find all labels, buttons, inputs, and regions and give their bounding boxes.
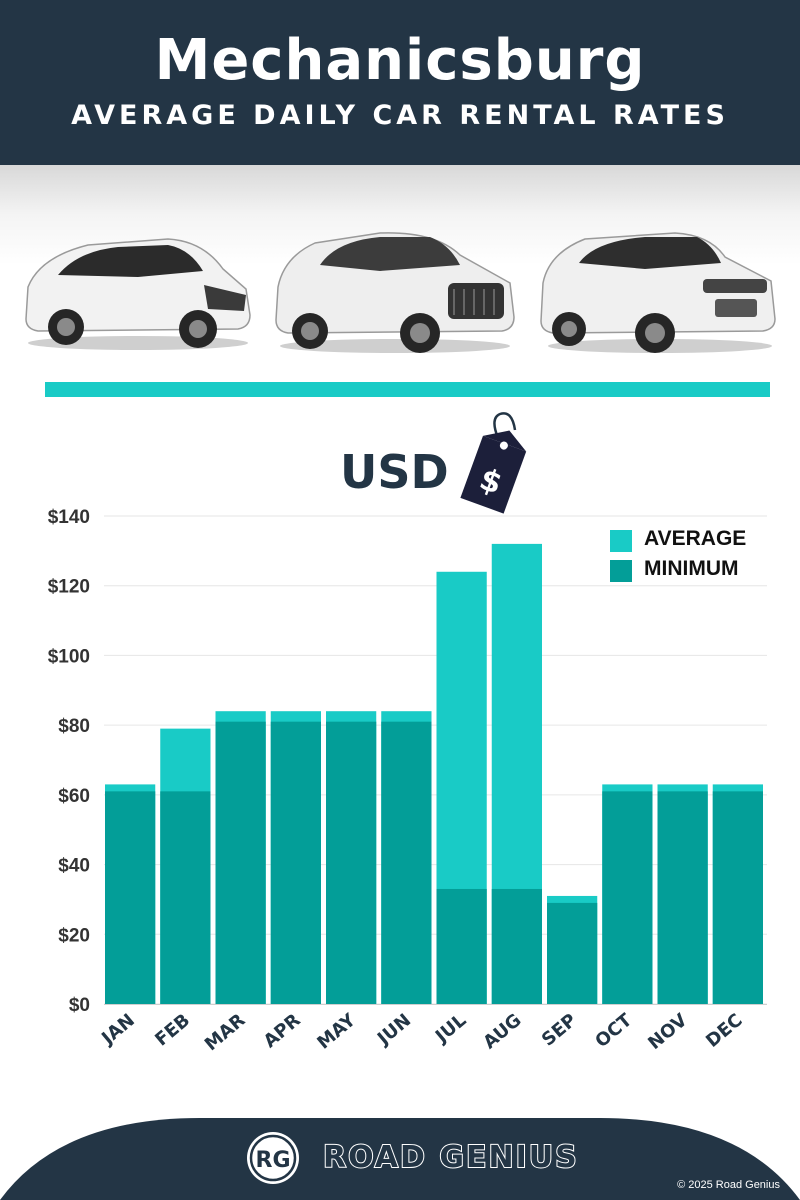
bar-minimum [436, 888, 487, 1004]
bar-minimum [712, 791, 763, 1004]
y-axis: $0 $20 $40 $60 $80 $100 $120 $140 [48, 507, 90, 1016]
legend-swatch-minimum [610, 560, 632, 582]
y-tick-label: $80 [58, 716, 90, 737]
bar-minimum [326, 721, 377, 1004]
currency-label: USD $ [340, 408, 540, 523]
x-tick-label: MAY [313, 1009, 360, 1053]
x-tick-label: JUL [430, 1010, 470, 1048]
luxury-suv-car-image [540, 232, 776, 353]
y-tick-label: $20 [58, 925, 90, 946]
y-tick-label: $100 [48, 646, 90, 667]
x-tick-label: SEP [538, 1010, 581, 1051]
bar-minimum [215, 721, 266, 1004]
suv-car-image [275, 232, 515, 353]
legend-label-minimum: MINIMUM [644, 557, 739, 580]
hatchback-car-image [25, 238, 251, 350]
bar-minimum [602, 791, 653, 1004]
x-tick-label: FEB [151, 1010, 194, 1051]
car-images-band [0, 165, 800, 365]
currency-text: USD [340, 445, 449, 499]
header-banner: Mechanicsburg AVERAGE DAILY CAR RENTAL R… [0, 0, 800, 165]
bar-minimum [657, 791, 708, 1004]
x-tick-label: JUN [372, 1010, 415, 1051]
y-tick-label: $0 [69, 995, 90, 1016]
bar-minimum [105, 791, 156, 1004]
x-tick-label: DEC [702, 1010, 746, 1052]
x-tick-label: OCT [591, 1009, 636, 1052]
x-tick-label: MAR [201, 1010, 250, 1056]
y-tick-label: $60 [58, 786, 90, 807]
bars [105, 543, 763, 1004]
accent-divider [45, 382, 770, 397]
price-tag-icon: $ [460, 412, 527, 514]
logo-initials: RG [256, 1148, 291, 1173]
bar-minimum [491, 888, 542, 1004]
page-title: Mechanicsburg [154, 28, 646, 93]
page-subtitle: AVERAGE DAILY CAR RENTAL RATES [71, 100, 729, 131]
bar-minimum [381, 721, 432, 1004]
legend-label-average: AVERAGE [644, 527, 747, 550]
y-tick-label: $140 [48, 507, 90, 528]
legend-swatch-average [610, 530, 632, 552]
x-tick-label: APR [260, 1010, 305, 1053]
bar-minimum [160, 791, 211, 1004]
x-tick-label: AUG [479, 1010, 525, 1054]
bar-minimum [547, 902, 598, 1004]
x-tick-label: JAN [96, 1010, 138, 1050]
copyright-text: © 2025 Road Genius [677, 1179, 780, 1191]
y-tick-label: $120 [48, 577, 90, 598]
bar-minimum [270, 721, 321, 1004]
rental-rate-chart: $0$20$40$60$80$100$120$140 JAN FEB MAR APR M… [48, 507, 767, 1056]
rg-logo-icon: RG [247, 1132, 299, 1184]
x-tick-label: NOV [644, 1010, 691, 1054]
x-axis: JAN FEB MAR APR MAY JUN JUL AUG SEP OCT NOV DEC [96, 1004, 767, 1056]
brand-logo: RG ROAD GENIUS [245, 1130, 578, 1186]
footer-banner [0, 1118, 800, 1200]
brand-name: ROAD GENIUS [322, 1139, 579, 1176]
y-tick-label: $40 [58, 856, 90, 877]
